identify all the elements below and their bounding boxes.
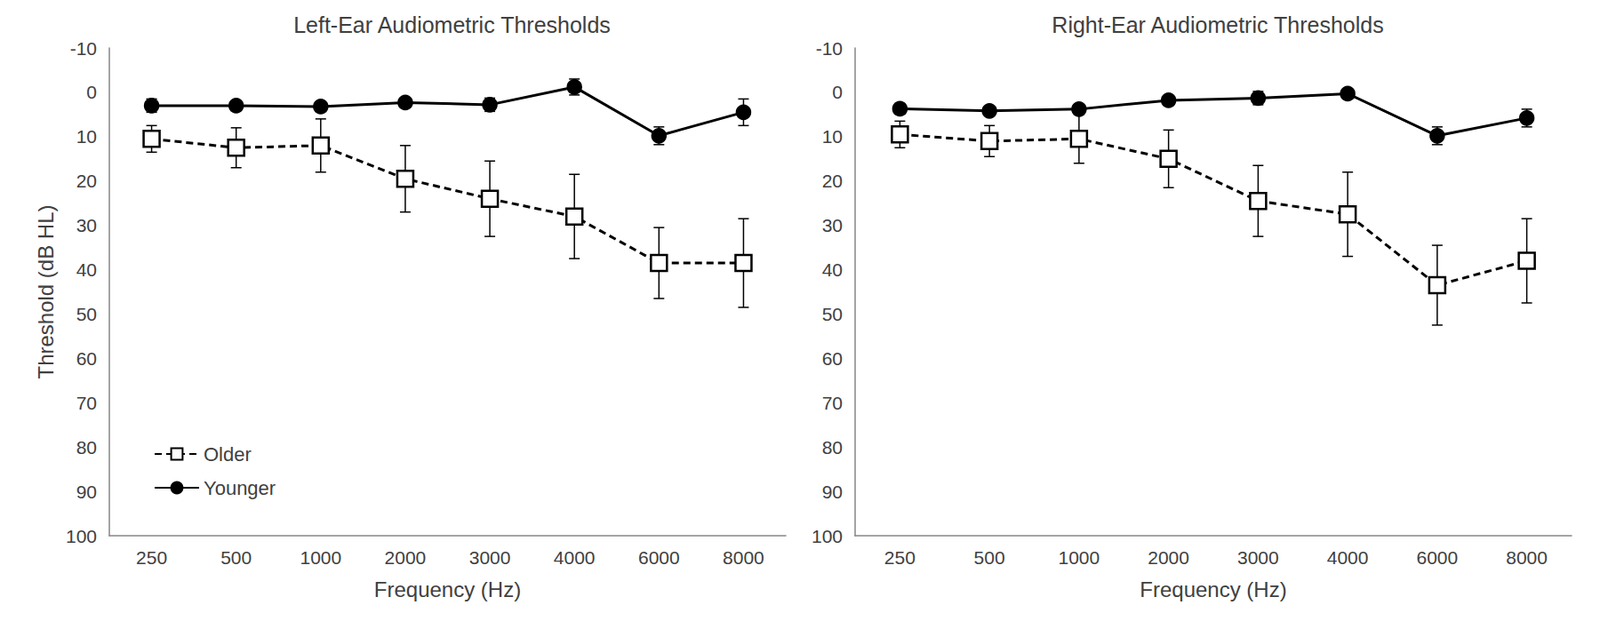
svg-text:20: 20	[822, 170, 843, 192]
svg-text:80: 80	[76, 437, 97, 458]
svg-text:-10: -10	[816, 38, 843, 59]
svg-text:40: 40	[76, 259, 97, 280]
svg-text:20: 20	[76, 170, 97, 192]
svg-text:-10: -10	[70, 38, 97, 59]
svg-text:50: 50	[76, 304, 97, 325]
svg-text:90: 90	[76, 481, 97, 503]
svg-text:60: 60	[76, 348, 97, 369]
svg-text:80: 80	[822, 437, 843, 458]
svg-text:70: 70	[822, 392, 843, 414]
svg-text:30: 30	[76, 215, 97, 236]
svg-text:8000: 8000	[722, 547, 765, 568]
svg-text:500: 500	[974, 547, 1006, 568]
svg-text:90: 90	[822, 481, 843, 503]
svg-text:Frequency (Hz): Frequency (Hz)	[1139, 577, 1287, 602]
svg-text:250: 250	[136, 547, 168, 568]
svg-text:70: 70	[76, 392, 97, 414]
svg-text:0: 0	[86, 81, 97, 103]
svg-text:Younger: Younger	[203, 477, 276, 500]
svg-text:Right-Ear Audiometric Threshol: Right-Ear Audiometric Thresholds	[1051, 12, 1384, 38]
svg-text:500: 500	[220, 547, 252, 568]
svg-text:40: 40	[822, 259, 843, 280]
svg-text:6000: 6000	[638, 547, 680, 568]
svg-text:Older: Older	[203, 443, 252, 466]
svg-text:6000: 6000	[1416, 547, 1459, 568]
svg-text:Frequency (Hz): Frequency (Hz)	[374, 577, 521, 602]
svg-text:100: 100	[65, 526, 97, 547]
svg-text:Left-Ear Audiometric Threshold: Left-Ear Audiometric Thresholds	[293, 12, 611, 38]
svg-text:250: 250	[884, 547, 916, 568]
svg-text:1000: 1000	[299, 547, 342, 568]
svg-text:0: 0	[832, 81, 843, 103]
svg-text:10: 10	[76, 126, 97, 147]
svg-text:Threshold (dB HL): Threshold (dB HL)	[33, 204, 58, 379]
svg-text:3000: 3000	[1237, 547, 1280, 568]
svg-text:10: 10	[822, 126, 843, 147]
svg-text:2000: 2000	[1147, 547, 1190, 568]
svg-text:2000: 2000	[384, 547, 427, 568]
svg-text:60: 60	[822, 348, 843, 369]
svg-text:8000: 8000	[1505, 547, 1548, 568]
svg-text:4000: 4000	[1327, 547, 1369, 568]
svg-text:3000: 3000	[469, 547, 512, 568]
svg-text:4000: 4000	[553, 547, 596, 568]
svg-text:50: 50	[822, 304, 843, 325]
svg-text:30: 30	[822, 215, 843, 236]
svg-text:1000: 1000	[1058, 547, 1101, 568]
svg-text:100: 100	[811, 526, 843, 547]
